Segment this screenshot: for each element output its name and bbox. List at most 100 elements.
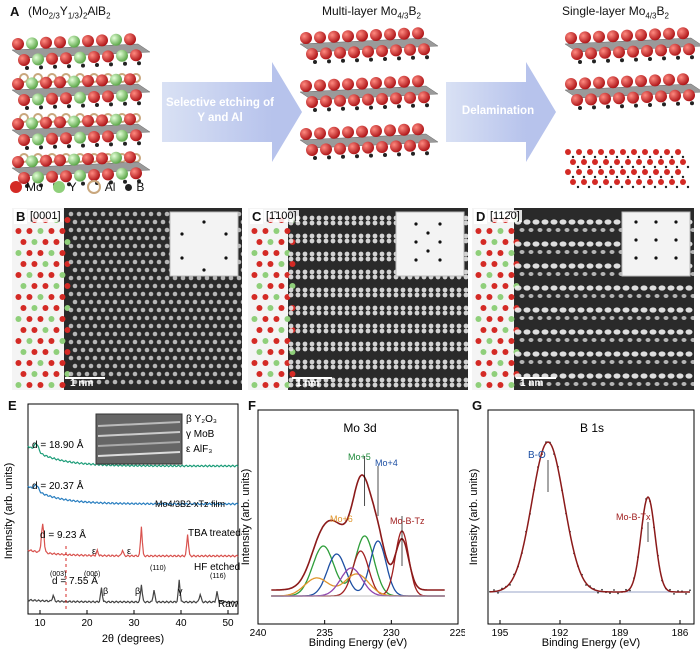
x-tick-label: 195 xyxy=(492,628,509,639)
b-atom xyxy=(109,180,113,185)
legend-y: Y xyxy=(52,180,77,194)
b-atom xyxy=(686,165,690,169)
model-atom xyxy=(284,338,291,344)
b-atom xyxy=(593,175,597,179)
y-atom xyxy=(110,113,122,126)
model-atom xyxy=(284,316,291,322)
mo-atom xyxy=(320,143,332,156)
mo-atom xyxy=(88,169,100,181)
b-atom xyxy=(648,57,652,61)
b-atom xyxy=(598,165,602,169)
model-atom xyxy=(59,250,66,256)
mo-atom xyxy=(96,114,108,127)
model-atom xyxy=(491,239,498,245)
b-atom xyxy=(369,57,373,62)
b-atom xyxy=(634,103,638,108)
b-atom xyxy=(355,154,359,159)
mo-atom xyxy=(642,149,648,155)
model-atom xyxy=(64,327,71,333)
diffraction-spot xyxy=(674,256,678,260)
y-atom xyxy=(74,91,86,104)
mo-atom xyxy=(598,149,604,155)
mo-atom xyxy=(631,149,637,155)
mo-atom xyxy=(585,47,597,60)
model-atom xyxy=(15,228,22,234)
mo-atom xyxy=(306,48,318,60)
d-spacing-2: d = 20.37 Å xyxy=(32,479,84,492)
model-atom xyxy=(15,250,22,256)
model-atom xyxy=(486,382,493,388)
model-atom xyxy=(267,283,274,289)
mo-atom xyxy=(18,94,30,106)
mo-atom xyxy=(658,179,664,185)
mo-atom xyxy=(570,159,576,165)
b-atom xyxy=(582,175,586,179)
mo-atom xyxy=(675,169,681,175)
model-atom xyxy=(508,382,515,388)
model-atom xyxy=(491,305,498,311)
bo-label: B-O xyxy=(528,450,546,461)
model-atom xyxy=(251,228,258,234)
mo-atom xyxy=(88,131,100,143)
xrd-xlabel: 2θ (degrees) xyxy=(102,633,164,645)
b-atom xyxy=(25,66,29,70)
mo-atom xyxy=(320,95,332,108)
mo-atom xyxy=(130,49,142,62)
model-atom xyxy=(48,316,55,322)
b-atom xyxy=(355,106,359,111)
model-atom xyxy=(53,283,60,289)
mo-atom xyxy=(46,52,58,65)
raw-structure-title: (Mo2/3Y1/3)2AlB2 xyxy=(28,4,111,21)
model-atom xyxy=(278,283,285,289)
crystal-structures-illustration xyxy=(11,27,700,189)
mo-atom xyxy=(607,76,619,89)
peak-label-116: (116) xyxy=(210,573,226,580)
model-atom xyxy=(502,327,509,333)
mo-atom xyxy=(571,48,583,60)
b-atom xyxy=(598,185,602,189)
zone-axis-d: [112̄0] xyxy=(488,210,522,222)
mo-atom xyxy=(625,179,631,185)
stem-image-1100 xyxy=(248,208,468,390)
mo-atom xyxy=(82,35,94,47)
mo-atom xyxy=(102,90,114,103)
mo-atom xyxy=(376,45,388,57)
model-atom xyxy=(53,349,60,355)
mo-atom xyxy=(649,28,661,41)
mo-atom xyxy=(102,130,114,143)
etching-arrow xyxy=(162,82,272,142)
mo-atom xyxy=(647,179,653,185)
diffraction-spot xyxy=(202,220,206,224)
mo-atom xyxy=(653,149,659,155)
model-atom xyxy=(20,239,27,245)
mo-atom xyxy=(621,29,633,42)
mo-atom xyxy=(12,156,24,168)
mo-atom xyxy=(585,93,597,106)
diffraction-spot xyxy=(438,258,442,262)
xrd-tba-curve xyxy=(27,483,239,506)
mo-atom xyxy=(328,30,340,43)
xrd-ylabel: Intensity (arb. units) xyxy=(3,463,15,560)
model-atom xyxy=(256,261,263,267)
model-atom xyxy=(480,283,487,289)
model-atom xyxy=(31,261,38,267)
model-atom xyxy=(480,371,487,377)
model-atom xyxy=(37,228,44,234)
model-atom xyxy=(508,294,515,300)
b-atom xyxy=(53,64,57,69)
b-atom xyxy=(383,153,387,157)
model-atom xyxy=(251,338,258,344)
b-atom xyxy=(341,154,345,159)
mo-atom xyxy=(40,116,52,129)
mo3d-ylabel: Intensity (arb. units) xyxy=(240,469,252,566)
b-atom xyxy=(95,63,99,67)
mo-atom xyxy=(587,149,593,155)
mo-atom xyxy=(592,179,598,185)
mo-atom xyxy=(130,129,142,142)
model-atom xyxy=(475,250,482,256)
model-atom xyxy=(20,283,27,289)
b-atom xyxy=(81,143,85,148)
mo-atom xyxy=(46,170,58,183)
data-point xyxy=(601,588,603,591)
model-atom xyxy=(37,382,44,388)
